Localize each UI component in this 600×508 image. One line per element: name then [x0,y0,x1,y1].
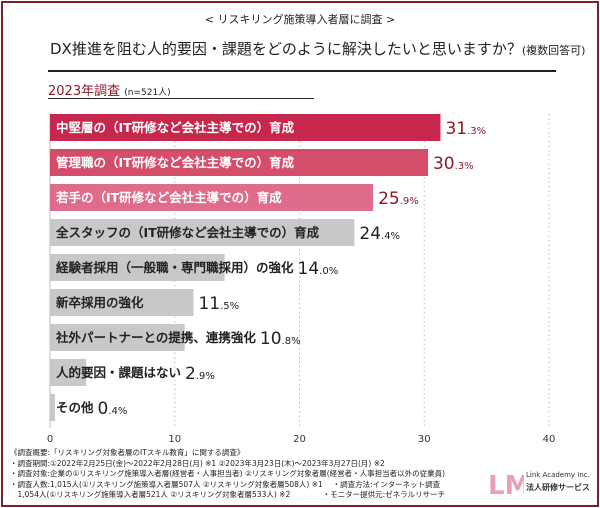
bar-label: 経験者採用（一般職・専門職採用）の強化 [56,260,294,275]
bar-label: 若手の（IT研修など会社主導での）育成 [55,190,282,205]
survey-n: (n=521人) [124,88,171,98]
bar [50,184,374,211]
logo-mark: LM [488,471,524,498]
logo-text: Link Academy Inc. 法人研修サービス [526,470,590,493]
value-label: 11.5% [198,294,239,314]
survey-rule [48,98,314,99]
bar [50,394,55,421]
value-label: 0.4% [98,399,128,419]
x-tick-label: 10 [168,434,181,445]
bar-label: 社外パートナーとの提携、連携強化 [55,330,256,345]
title-text: DX推進を阻む人的要因・課題をどのように解決したいと思いますか？ [50,40,522,58]
x-tick-label: 30 [418,434,431,445]
note-line: ・調査人数:1,015人(①リスキリング施策導入者層507人 ②リスキリング対象… [10,479,441,489]
value-label: 10.8% [260,329,301,349]
value-label: 24.4% [359,224,400,244]
bar [50,149,428,176]
value-label: 30.3% [433,154,474,174]
chart-title: DX推進を阻む人的要因・課題をどのように解決したいと思いますか？(複数回答可) [50,38,585,59]
survey-label: 2023年調査 (n=521人) [48,80,171,99]
bar-label: 新卒採用の強化 [56,295,144,310]
note-line: ・調査期間:①2022年2月25日(金)～2022年2月28日(月) ※1 ②2… [10,458,385,468]
bar [50,359,87,386]
note-line: 《調査概要:「リスキリング対象者層のITスキル教育」に関する調査》 [10,448,245,457]
value-label: 2.9% [185,364,215,384]
logo-service: 法人研修サービス [526,483,590,492]
logo-company: Link Academy Inc. [526,471,590,479]
note-line: ・調査対象:企業の①リスキリング施策導入者層(経営者・人事担当者) ②リスキリン… [10,469,446,478]
subtitle: < リスキリング施策導入者層に調査 > [204,13,396,26]
bar-label: 中堅層の（IT研修など会社主導での）育成 [56,120,295,135]
title-rule [48,70,556,72]
title-note: (複数回答可) [521,44,586,57]
bar [50,324,185,351]
bar [50,254,225,281]
bar [50,289,194,316]
x-tick-label: 40 [543,434,556,445]
bar-label: 管理職の（IT研修など会社主導での）育成 [56,155,295,170]
bar-label: その他 [56,400,94,415]
bar-label: 人的要因・課題はない [56,365,181,380]
x-tick-label: 0 [47,434,53,445]
note-line: 1,054人(①リスキリング施策導入者層521人 ②リスキリング対象者層533人… [10,490,446,499]
value-label: 31.3% [445,119,486,139]
company-logo: LM [488,471,524,498]
value-label: 14.0% [298,259,339,279]
survey-notes: 《調査概要:「リスキリング対象者層のITスキル教育」に関する調査》 ・調査期間:… [10,448,445,501]
bar [50,219,355,246]
bar [50,114,441,141]
value-label: 25.9% [378,189,419,209]
x-tick-label: 20 [293,434,306,445]
bar-label: 全スタッフの（IT研修など会社主導での）育成 [55,225,320,240]
survey-year: 2023年調査 [48,84,121,99]
